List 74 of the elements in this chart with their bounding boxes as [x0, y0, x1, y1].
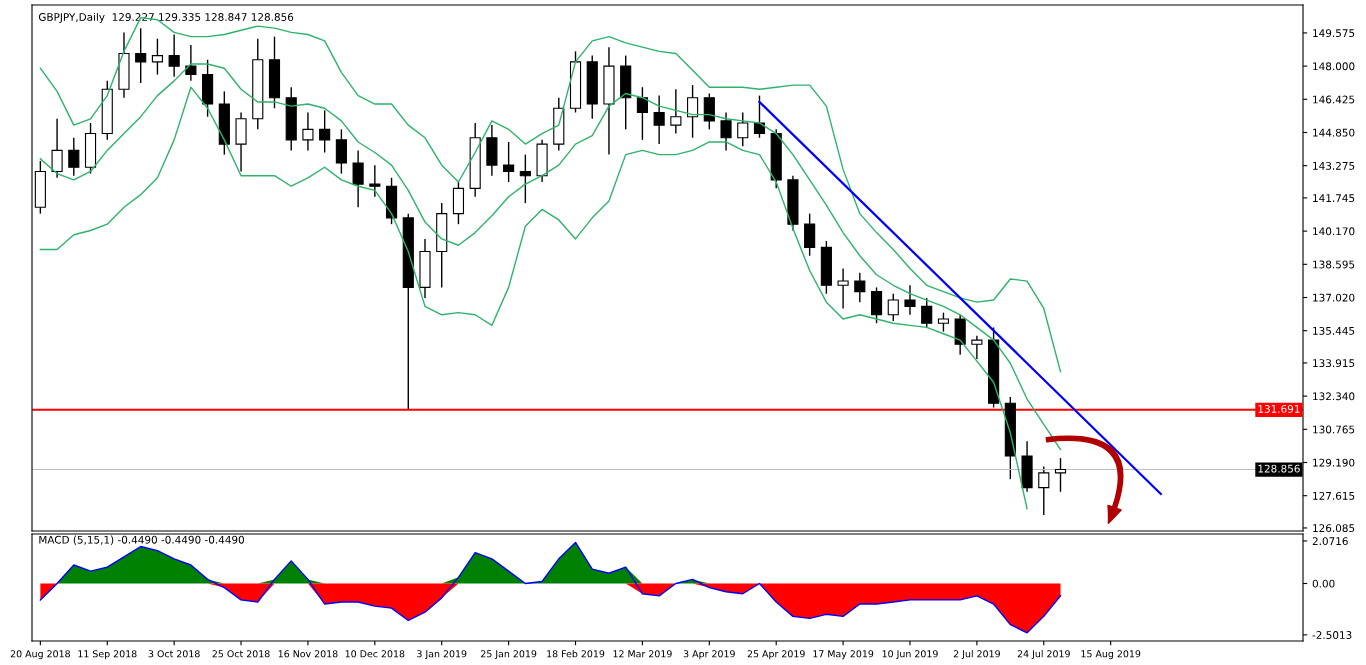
candlestick [904, 284, 916, 316]
y-tick-label: 132.340 [1313, 392, 1355, 401]
x-tick-label: 2 Jul 2019 [953, 650, 1000, 660]
y-tick-label: 129.190 [1313, 458, 1355, 467]
candlestick [703, 92, 715, 131]
y-tick-label: 148.000 [1313, 62, 1355, 71]
candlestick [302, 111, 314, 152]
candlestick [870, 286, 883, 324]
x-tick-label: 24 Jul 2019 [1017, 650, 1070, 660]
x-tick-label: 10 Jun 2019 [882, 650, 938, 660]
candlestick [687, 84, 699, 139]
chart-title: MACD (5,15,1) -0.4490 -0.4490 -0.4490 [39, 535, 245, 545]
candlestick [971, 335, 983, 360]
candlestick [921, 297, 933, 329]
x-tick-label: 25 Apr 2019 [747, 650, 805, 660]
x-tick-label: 11 Sep 2018 [78, 650, 137, 660]
y-tick-label: 143.275 [1313, 161, 1355, 170]
x-tick-label: 25 Oct 2018 [212, 650, 270, 658]
candlestick [636, 86, 648, 141]
candlestick [352, 149, 364, 209]
candlestick [369, 164, 381, 198]
y-tick-label: 137.020 [1313, 293, 1355, 302]
x-tick-label: 25 Jan 2019 [481, 650, 537, 660]
x-tick-label: 3 Oct 2018 [148, 650, 200, 658]
candlestick [51, 118, 63, 179]
candlestick [753, 94, 766, 139]
candlestick [720, 111, 732, 152]
line-series [39, 63, 1062, 451]
y-tick-label: 2.0716 [1312, 537, 1348, 546]
candlestick [937, 311, 950, 333]
x-tick-label: 20 Aug 2018 [10, 650, 70, 660]
x-tick-label: 3 Apr 2019 [683, 650, 735, 660]
x-tick-label: 15 Aug 2019 [1081, 650, 1141, 660]
candlestick [135, 27, 147, 84]
ref-line-label: 131.691 [1258, 404, 1300, 413]
y-tick-label: -2.5013 [1312, 631, 1352, 639]
text: GBPJPY,Daily 129.227 129.335 128.847 128.856 [38, 12, 294, 23]
candlestick [887, 293, 899, 322]
y-tick-label: 144.850 [1313, 128, 1355, 137]
candlestick [837, 267, 849, 310]
candlestick [151, 38, 163, 76]
candlestick [185, 44, 197, 82]
x-tick-label: 17 May 2019 [813, 650, 874, 660]
candlestick [503, 141, 515, 183]
candlestick [670, 88, 682, 135]
y-tick-label: 141.745 [1313, 194, 1355, 203]
candlestick [804, 212, 816, 257]
x-tick-label: 3 Jan 2019 [417, 650, 467, 660]
y-tick-label: 130.765 [1313, 425, 1355, 434]
y-tick-label: 127.615 [1313, 491, 1355, 500]
candlestick [168, 33, 180, 78]
x-tick-label: 16 Nov 2018 [278, 650, 338, 658]
x-tick-label: 10 Dec 2018 [345, 650, 405, 658]
y-tick-label: 126.085 [1313, 524, 1355, 533]
candlestick [1038, 465, 1050, 516]
candlestick [319, 109, 331, 154]
x-tick-label: 18 Feb 2019 [547, 650, 605, 658]
candlestick [653, 94, 665, 145]
candlestick [1054, 457, 1067, 493]
y-tick-label: 138.595 [1313, 260, 1355, 269]
candlestick [68, 137, 80, 177]
y-tick-label: 140.170 [1313, 227, 1355, 236]
y-tick-label: 133.915 [1313, 359, 1355, 368]
y-tick-label: 146.425 [1313, 95, 1355, 104]
candlestick [335, 128, 347, 175]
y-tick-label: 149.575 [1313, 29, 1355, 38]
candlestick [737, 111, 749, 147]
line-series [39, 86, 1028, 510]
x-tick-label: 12 Mar 2019 [613, 650, 672, 658]
candlestick [519, 153, 531, 204]
ref-line-label: 128.856 [1258, 464, 1300, 473]
y-tick-label: 0.00 [1312, 579, 1335, 588]
y-tick-label: 135.445 [1313, 326, 1355, 335]
candlestick [854, 271, 866, 303]
